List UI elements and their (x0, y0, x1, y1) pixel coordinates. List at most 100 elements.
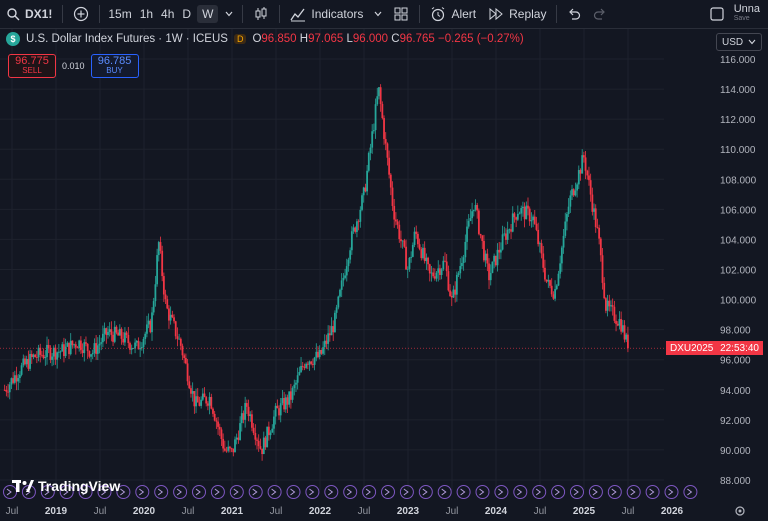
replay-marker-arrow (554, 488, 560, 496)
replay-marker (551, 485, 566, 499)
interval-d[interactable]: D (178, 0, 195, 28)
replay-marker-arrow (309, 488, 315, 496)
candle-body (144, 333, 147, 339)
candle-body (27, 358, 30, 369)
candle-body (476, 205, 479, 211)
chevron-down-icon (748, 38, 756, 46)
replay-marker-arrow (233, 488, 239, 496)
candle-body (335, 307, 338, 313)
candle-body (401, 240, 404, 242)
time-tick-label: Jul (446, 506, 459, 517)
replay-marker-arrow (63, 488, 69, 496)
candle-body (420, 249, 423, 259)
indicators-dropdown[interactable] (369, 0, 387, 28)
currency-select[interactable]: USD (716, 33, 762, 51)
tradingview-logo[interactable]: TradingView (12, 478, 120, 494)
candle-body (86, 343, 89, 351)
candle-body (627, 334, 629, 349)
layout-name: Unna (733, 3, 760, 15)
candle-body (154, 284, 157, 302)
alarm-clock-icon (430, 6, 446, 22)
candle-body (188, 381, 191, 389)
replay-marker-arrow (120, 488, 126, 496)
undo-button[interactable] (561, 0, 587, 28)
replay-marker (399, 485, 414, 499)
candle-body (159, 242, 162, 251)
candle-body (344, 275, 346, 278)
interval-dropdown[interactable] (220, 0, 238, 28)
high-value: 97.065 (308, 33, 344, 45)
candle-body (545, 279, 548, 282)
alert-button[interactable]: Alert (424, 0, 482, 28)
candle-body (510, 229, 512, 232)
chart-grid (0, 28, 673, 490)
candle-body (37, 347, 40, 358)
candle-body (117, 332, 120, 336)
replay-button[interactable]: Replay (482, 0, 552, 28)
candle-body (223, 448, 226, 451)
candle-body (525, 205, 528, 220)
candle-body (381, 104, 384, 119)
indicators-button[interactable]: Indicators (284, 0, 369, 28)
candle-body (41, 354, 43, 356)
candle-body (152, 301, 155, 313)
interval-label: W (197, 5, 219, 23)
candle-body (149, 320, 152, 333)
legend-title[interactable]: U.S. Dollar Index Futures · 1W · ICEUS (26, 33, 228, 45)
candle-body (42, 355, 45, 359)
delayed-badge[interactable]: D (233, 34, 247, 44)
candle-body (322, 347, 324, 354)
candle-body (430, 272, 433, 274)
dollar-logo-icon: $ (6, 32, 20, 46)
redo-button[interactable] (587, 0, 613, 28)
candle-body (142, 338, 145, 347)
candle-body (410, 256, 413, 258)
tradingview-logo-icon (12, 479, 34, 493)
close-key: C (391, 33, 400, 45)
candle-body (378, 87, 380, 97)
candle-body (496, 249, 499, 266)
candle-body (479, 233, 482, 236)
candle-body (151, 312, 153, 333)
candle-body (616, 323, 619, 326)
candle-body (589, 180, 592, 195)
candle-body (191, 391, 194, 394)
replay-marker (192, 485, 206, 499)
layout-name-button[interactable]: Unna Save (706, 0, 768, 28)
symbol-search[interactable]: DX1! (0, 0, 58, 28)
candle-body (161, 250, 164, 277)
replay-marker (210, 485, 225, 499)
candle-body (29, 353, 31, 369)
interval-4h[interactable]: 4h (157, 0, 178, 28)
time-tick-label: Jul (534, 506, 547, 517)
sell-button[interactable]: 96.775 SELL (8, 54, 56, 78)
candle-body (461, 263, 463, 267)
replay-marker-arrow (441, 488, 447, 496)
time-axis[interactable]: Jul 2019 Jul 2020 Jul 2021 Jul 2022 Jul 2023 Jul 20… (6, 506, 684, 517)
interval-15m[interactable]: 15m (104, 0, 135, 28)
compare-button[interactable] (67, 0, 95, 28)
price-axis[interactable]: 116.000 114.000 112.000 110.000 108.000 106.0… (664, 28, 768, 490)
price-tick-label: 112.000 (720, 115, 756, 126)
candle-body (61, 344, 64, 352)
candle-body (256, 439, 258, 441)
candle-body (173, 317, 175, 322)
chart-type-button[interactable] (247, 0, 275, 28)
candle-body (249, 414, 252, 417)
candle-body (577, 170, 580, 185)
interval-1h[interactable]: 1h (136, 0, 157, 28)
top-toolbar: DX1! 15m 1h 4h D W Indicators (0, 0, 768, 29)
candle-body (218, 426, 221, 430)
layouts-button[interactable] (387, 0, 415, 28)
settings-gear-icon[interactable] (735, 506, 745, 516)
candle-body (603, 282, 606, 299)
candle-body (493, 255, 496, 262)
buy-button[interactable]: 96.785 BUY (90, 54, 139, 78)
candle-body (450, 295, 453, 298)
candle-body (486, 253, 489, 264)
interval-w[interactable]: W (195, 0, 220, 28)
candle-body (499, 249, 502, 253)
candle-body (501, 234, 504, 250)
divider (99, 5, 101, 23)
